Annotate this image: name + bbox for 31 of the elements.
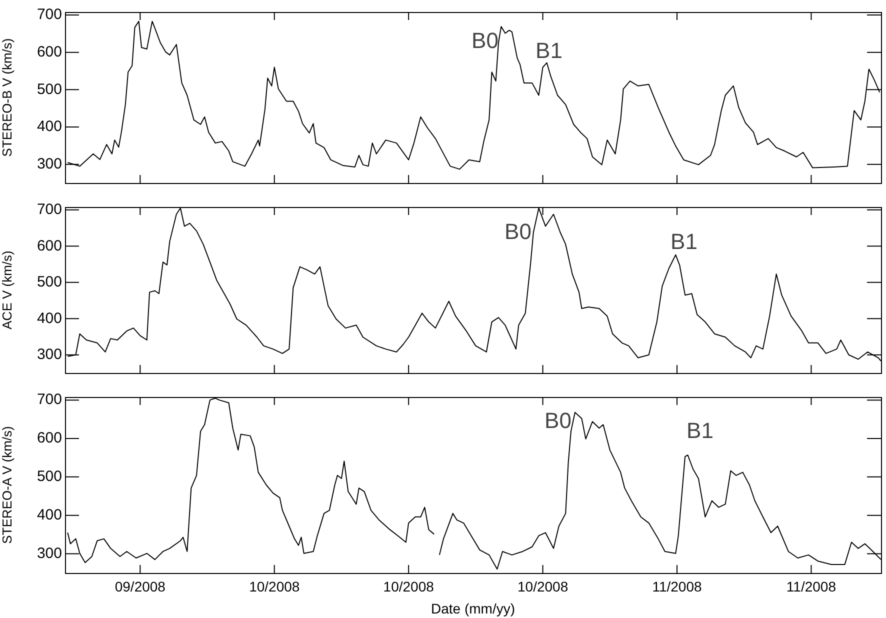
y-tick-label: 700 (36, 391, 62, 408)
y-tick-label: 600 (36, 237, 62, 254)
x-tick-label: 10/2008 (383, 578, 434, 594)
y-tick-label: 500 (36, 274, 62, 291)
y-tick-label: 400 (36, 310, 62, 327)
y-tick-label: 500 (36, 80, 62, 98)
y-axis-title: STEREO-B V (km/s) (0, 38, 14, 157)
x-tick-label: 10/2008 (249, 578, 300, 594)
y-tick-label: 300 (36, 544, 62, 562)
y-tick-label: 700 (36, 6, 62, 24)
y-tick-label: 300 (36, 155, 62, 172)
y-axis-title: STEREO-A V (km/s) (0, 426, 14, 544)
y-tick-label: 400 (36, 506, 62, 524)
y-tick-label: 400 (36, 118, 62, 136)
y-tick-label: 700 (36, 201, 62, 218)
x-tick-label: 11/2008 (652, 578, 702, 594)
x-tick-label: 10/2008 (517, 578, 568, 594)
y-tick-label: 300 (36, 346, 62, 364)
annotation: B1 (686, 418, 714, 444)
y-tick-label: 600 (36, 43, 62, 60)
annotation: B1 (670, 229, 698, 254)
annotation: B0 (504, 219, 532, 244)
y-tick-label: 500 (36, 468, 62, 486)
x-tick-label: 11/2008 (786, 578, 836, 594)
annotation: B1 (536, 38, 562, 64)
annotation: B0 (544, 408, 572, 434)
y-tick-label: 600 (36, 430, 62, 447)
x-axis-title: Date (mm/yy) (431, 600, 515, 616)
annotation: B0 (472, 28, 498, 54)
y-axis-title: ACE V (km/s) (0, 250, 14, 330)
x-tick-label: 09/2008 (114, 578, 166, 594)
